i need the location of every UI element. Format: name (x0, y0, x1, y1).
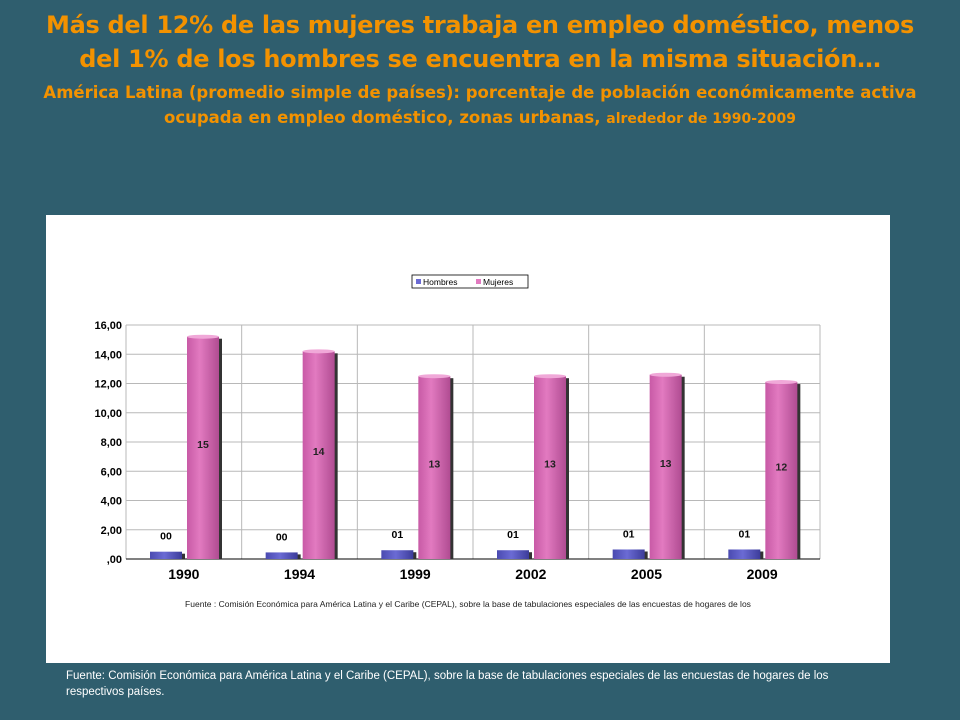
bar-hombres (728, 549, 761, 559)
y-tick-label: 6,00 (101, 466, 122, 478)
data-label-hombres: 00 (160, 531, 172, 543)
data-label-hombres: 01 (391, 529, 403, 541)
chart-subtitle: América Latina (promedio simple de paíse… (40, 80, 920, 132)
title-block: Más del 12% de las mujeres trabaja en em… (40, 8, 920, 132)
chart-title: Más del 12% de las mujeres trabaja en em… (46, 11, 914, 73)
bar-chart: ,00 2,00 4,00 6,00 8,00 10,00 12,00 14,00 16,00 0… (94, 274, 821, 582)
x-tick-label: 1994 (284, 566, 315, 582)
y-tick-label: 14,00 (94, 349, 122, 361)
legend-swatch-hombres (416, 279, 421, 284)
bar-top-mujeres (765, 380, 798, 385)
data-label-mujeres: 13 (660, 458, 672, 470)
bar-mujeres (534, 376, 566, 559)
bar-mujeres (418, 376, 451, 559)
legend-label-mujeres: Mujeres (483, 277, 513, 287)
y-tick-label: 2,00 (101, 525, 122, 537)
subtitle-small: alrededor de 1990-2009 (606, 111, 796, 127)
bar-mujeres (765, 382, 798, 559)
data-label-mujeres: 13 (544, 459, 556, 471)
data-label-hombres: 01 (738, 528, 750, 540)
bar-top-mujeres (187, 334, 219, 339)
bar-hombres (381, 550, 414, 559)
x-tick-label: 2009 (747, 566, 778, 582)
chart-panel: ,00 2,00 4,00 6,00 8,00 10,00 12,00 14,00 16,00 0… (46, 215, 890, 663)
x-tick-label: 2002 (515, 566, 546, 582)
x-tick-label: 1990 (168, 566, 199, 582)
y-tick-label: 12,00 (94, 379, 122, 391)
bar-hombres (497, 550, 529, 559)
data-label-hombres: 01 (623, 528, 635, 540)
footer-source: Fuente: Comisión Económica para América … (66, 670, 829, 698)
subtitle-main: América Latina (promedio simple de paíse… (43, 83, 917, 127)
y-tick-label: 8,00 (101, 437, 122, 449)
data-label-mujeres: 14 (313, 446, 325, 458)
chart-source-note: Fuente : Comisión Económica para América… (185, 599, 751, 609)
data-label-hombres: 01 (507, 529, 519, 541)
legend-box (411, 274, 529, 289)
data-label-hombres: 00 (276, 531, 288, 543)
bar-hombres (150, 551, 182, 559)
data-label-mujeres: 13 (428, 459, 440, 471)
y-tick-label: 4,00 (101, 496, 122, 508)
bar-mujeres (187, 336, 219, 559)
bar-top-mujeres (649, 372, 682, 377)
legend-swatch-mujeres (476, 279, 481, 284)
bar-top-mujeres (302, 349, 335, 354)
x-tick-label: 2005 (631, 566, 662, 582)
y-tick-label: ,00 (107, 554, 122, 566)
data-label-mujeres: 15 (197, 439, 209, 451)
bar-top-mujeres (534, 374, 566, 379)
y-tick-label: 16,00 (94, 320, 122, 332)
bar-hombres (612, 549, 645, 559)
x-tick-label: 1999 (400, 566, 431, 582)
bar-mujeres (649, 374, 682, 559)
bar-mujeres (302, 351, 335, 559)
bar-hombres (265, 552, 298, 559)
data-label-mujeres: 12 (775, 462, 787, 474)
bar-top-mujeres (418, 374, 451, 379)
legend-label-hombres: Hombres (423, 277, 457, 287)
y-tick-label: 10,00 (94, 408, 122, 420)
